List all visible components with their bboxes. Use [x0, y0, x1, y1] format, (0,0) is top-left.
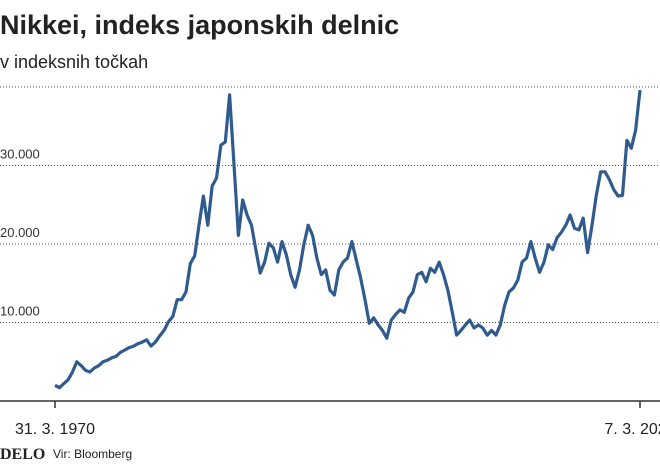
- source: Vir: Bloomberg: [53, 447, 132, 461]
- chart-title: Nikkei, indeks japonskih delnic: [0, 10, 399, 40]
- data-line: [54, 89, 642, 390]
- x-tick-label: 7. 3. 2024: [604, 421, 660, 438]
- y-tick-label: 30.000: [0, 147, 40, 162]
- y-tick-label: 10.000: [0, 304, 40, 319]
- y-tick-label: 20.000: [0, 225, 40, 240]
- x-tick-label: 31. 3. 1970: [15, 421, 95, 438]
- chart-subtitle: v indeksnih točkah: [0, 52, 148, 72]
- logo: DELO: [0, 446, 45, 463]
